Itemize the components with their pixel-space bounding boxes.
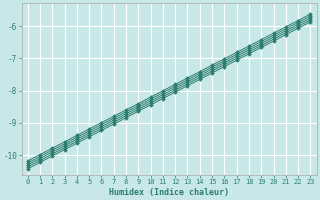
X-axis label: Humidex (Indice chaleur): Humidex (Indice chaleur) bbox=[109, 188, 229, 197]
